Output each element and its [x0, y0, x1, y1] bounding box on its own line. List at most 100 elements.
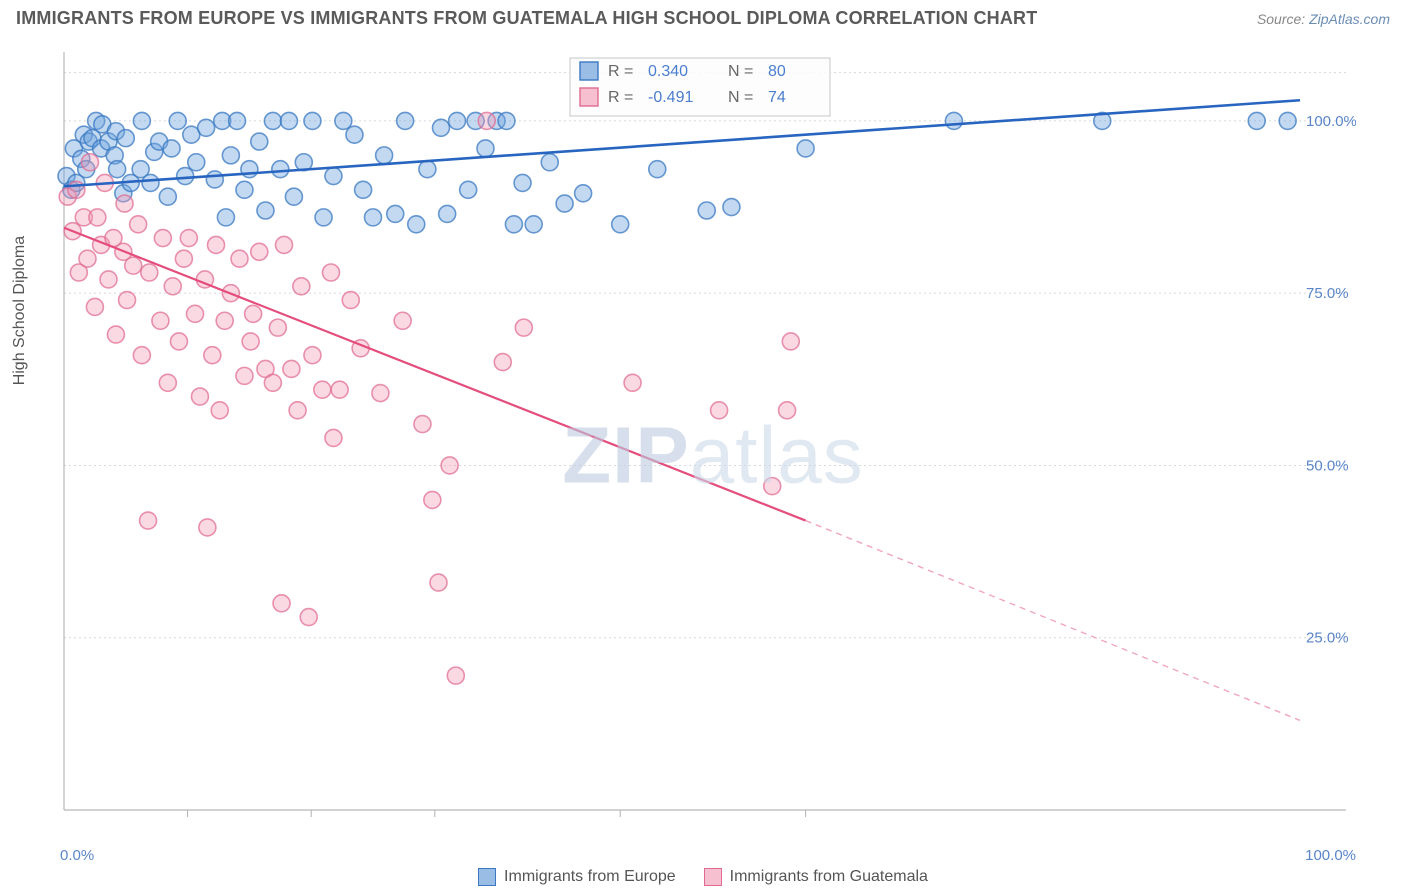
point-guatemala [293, 278, 310, 295]
point-europe [1248, 112, 1265, 129]
legend-swatch-europe [478, 868, 496, 886]
point-europe [541, 154, 558, 171]
point-guatemala [231, 250, 248, 267]
point-guatemala [424, 491, 441, 508]
legend-n-value: 74 [768, 89, 786, 106]
point-guatemala [494, 354, 511, 371]
point-guatemala [394, 312, 411, 329]
point-guatemala [86, 298, 103, 315]
point-guatemala [130, 216, 147, 233]
point-europe [280, 112, 297, 129]
chart-title: IMMIGRANTS FROM EUROPE VS IMMIGRANTS FRO… [16, 8, 1037, 29]
legend-r-value: 0.340 [648, 63, 688, 80]
point-guatemala [414, 416, 431, 433]
point-europe [797, 140, 814, 157]
point-europe [477, 140, 494, 157]
point-guatemala [478, 112, 495, 129]
point-europe [222, 147, 239, 164]
point-europe [1279, 112, 1296, 129]
point-europe [449, 112, 466, 129]
point-europe [505, 216, 522, 233]
point-guatemala [236, 367, 253, 384]
point-guatemala [322, 264, 339, 281]
point-guatemala [107, 326, 124, 343]
point-europe [315, 209, 332, 226]
point-europe [198, 119, 215, 136]
point-guatemala [187, 305, 204, 322]
point-europe [133, 112, 150, 129]
point-guatemala [180, 230, 197, 247]
point-europe [251, 133, 268, 150]
point-europe [229, 112, 246, 129]
point-guatemala [159, 374, 176, 391]
legend-swatch-guatemala-icon [580, 88, 598, 106]
point-europe [365, 209, 382, 226]
point-europe [514, 174, 531, 191]
x-min-label: 0.0% [60, 847, 94, 864]
point-europe [177, 168, 194, 185]
legend-swatch-europe-icon [580, 62, 598, 80]
point-europe [264, 112, 281, 129]
point-guatemala [199, 519, 216, 536]
point-guatemala [331, 381, 348, 398]
point-europe [439, 205, 456, 222]
legend-swatch-guatemala [704, 868, 722, 886]
legend-item-guatemala: Immigrants from Guatemala [704, 868, 928, 886]
point-guatemala [208, 236, 225, 253]
source-credit: Source: ZipAtlas.com [1257, 11, 1390, 27]
point-europe [206, 171, 223, 188]
legend-label-europe: Immigrants from Europe [504, 868, 676, 886]
point-europe [698, 202, 715, 219]
source-link[interactable]: ZipAtlas.com [1309, 11, 1390, 27]
point-guatemala [125, 257, 142, 274]
point-europe [163, 140, 180, 157]
point-guatemala [89, 209, 106, 226]
point-guatemala [81, 154, 98, 171]
point-europe [432, 119, 449, 136]
point-guatemala [325, 429, 342, 446]
point-guatemala [711, 402, 728, 419]
legend-r-label: R = [608, 89, 633, 106]
legend-label-guatemala: Immigrants from Guatemala [730, 868, 928, 886]
legend-r-value: -0.491 [648, 89, 693, 106]
point-europe [117, 130, 134, 147]
point-guatemala [191, 388, 208, 405]
point-europe [408, 216, 425, 233]
point-guatemala [304, 347, 321, 364]
point-europe [575, 185, 592, 202]
point-guatemala [515, 319, 532, 336]
point-guatemala [242, 333, 259, 350]
point-guatemala [430, 574, 447, 591]
point-europe [285, 188, 302, 205]
legend-item-europe: Immigrants from Europe [478, 868, 676, 886]
point-europe [355, 181, 372, 198]
point-guatemala [204, 347, 221, 364]
point-guatemala [342, 292, 359, 309]
point-guatemala [269, 319, 286, 336]
point-guatemala [164, 278, 181, 295]
y-tick-label: 75.0% [1306, 285, 1349, 302]
point-europe [217, 209, 234, 226]
point-europe [649, 161, 666, 178]
point-europe [335, 112, 352, 129]
point-europe [498, 112, 515, 129]
y-tick-label: 25.0% [1306, 630, 1349, 647]
point-europe [945, 112, 962, 129]
point-guatemala [170, 333, 187, 350]
source-prefix: Source: [1257, 11, 1309, 27]
point-europe [556, 195, 573, 212]
legend-n-label: N = [728, 63, 753, 80]
point-europe [272, 161, 289, 178]
point-europe [525, 216, 542, 233]
point-guatemala [372, 385, 389, 402]
bottom-legend: Immigrants from Europe Immigrants from G… [0, 868, 1406, 886]
legend-n-value: 80 [768, 63, 786, 80]
point-europe [460, 181, 477, 198]
point-europe [325, 168, 342, 185]
point-europe [304, 112, 321, 129]
point-guatemala [314, 381, 331, 398]
trendline-guatemala-ext [806, 521, 1300, 721]
point-europe [346, 126, 363, 143]
point-europe [612, 216, 629, 233]
point-guatemala [100, 271, 117, 288]
